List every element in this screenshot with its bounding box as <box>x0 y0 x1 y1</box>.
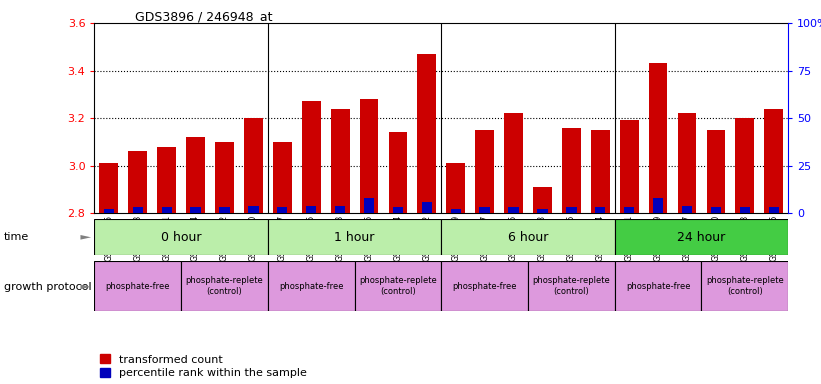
Text: 24 hour: 24 hour <box>677 231 726 243</box>
Bar <box>417 54 436 213</box>
Bar <box>186 137 205 213</box>
Bar <box>595 207 605 213</box>
Bar <box>701 261 788 311</box>
Bar <box>94 219 268 255</box>
Bar <box>591 130 610 213</box>
Bar <box>479 207 490 213</box>
Bar <box>707 130 725 213</box>
Bar <box>768 207 779 213</box>
Bar <box>103 209 114 213</box>
Bar <box>422 202 432 213</box>
Bar <box>94 261 181 311</box>
Bar <box>273 142 291 213</box>
Text: growth protocol: growth protocol <box>4 282 92 292</box>
Bar <box>158 147 176 213</box>
Bar <box>388 132 407 213</box>
Bar <box>649 63 667 213</box>
Bar <box>360 99 378 213</box>
Bar <box>620 121 639 213</box>
Text: 6 hour: 6 hour <box>508 231 548 243</box>
Bar <box>244 118 263 213</box>
Text: phosphate-free: phosphate-free <box>626 281 690 291</box>
Bar <box>740 207 750 213</box>
Bar <box>537 209 548 213</box>
Bar <box>442 261 528 311</box>
Text: phosphate-replete
(control): phosphate-replete (control) <box>359 276 437 296</box>
Text: phosphate-free: phosphate-free <box>106 281 170 291</box>
Bar <box>508 207 519 213</box>
Bar <box>533 187 552 213</box>
Bar <box>219 207 230 213</box>
Bar <box>335 205 346 213</box>
Bar <box>615 261 701 311</box>
Bar <box>331 109 350 213</box>
Bar <box>624 207 635 213</box>
Bar <box>442 219 615 255</box>
Text: time: time <box>4 232 30 242</box>
Text: phosphate-free: phosphate-free <box>452 281 517 291</box>
Bar <box>392 207 403 213</box>
Text: phosphate-replete
(control): phosphate-replete (control) <box>706 276 784 296</box>
Bar <box>215 142 234 213</box>
Bar <box>451 209 461 213</box>
Bar <box>128 151 147 213</box>
Bar <box>764 109 783 213</box>
Bar <box>355 261 442 311</box>
Text: GDS3896 / 246948_at: GDS3896 / 246948_at <box>135 10 273 23</box>
Bar <box>528 261 615 311</box>
Bar <box>277 207 287 213</box>
Bar <box>306 205 316 213</box>
Bar <box>677 113 696 213</box>
Bar <box>364 198 374 213</box>
Bar <box>162 207 172 213</box>
Bar <box>447 163 466 213</box>
Bar <box>190 207 201 213</box>
Bar <box>653 198 663 213</box>
Bar <box>562 127 580 213</box>
Bar <box>615 219 788 255</box>
Bar <box>711 207 721 213</box>
Legend: transformed count, percentile rank within the sample: transformed count, percentile rank withi… <box>100 354 307 379</box>
Text: phosphate-free: phosphate-free <box>279 281 343 291</box>
Bar <box>181 261 268 311</box>
Bar <box>248 205 259 213</box>
Text: phosphate-replete
(control): phosphate-replete (control) <box>533 276 610 296</box>
Text: phosphate-replete
(control): phosphate-replete (control) <box>186 276 264 296</box>
Bar <box>302 101 321 213</box>
Text: 1 hour: 1 hour <box>334 231 374 243</box>
Bar <box>268 219 442 255</box>
Bar <box>566 207 576 213</box>
Text: 0 hour: 0 hour <box>161 231 201 243</box>
Bar <box>99 163 118 213</box>
Bar <box>133 207 143 213</box>
Bar <box>681 205 692 213</box>
Bar <box>736 118 754 213</box>
Bar <box>268 261 355 311</box>
Bar <box>504 113 523 213</box>
Bar <box>475 130 494 213</box>
